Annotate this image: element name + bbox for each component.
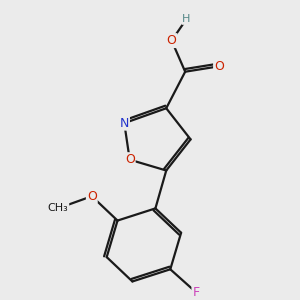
- Text: O: O: [214, 60, 224, 73]
- Text: N: N: [120, 117, 129, 130]
- Text: O: O: [167, 34, 177, 47]
- Text: CH₃: CH₃: [48, 203, 68, 213]
- Text: H: H: [182, 14, 191, 24]
- Text: F: F: [192, 286, 200, 299]
- Text: O: O: [125, 153, 135, 166]
- Text: O: O: [87, 190, 97, 203]
